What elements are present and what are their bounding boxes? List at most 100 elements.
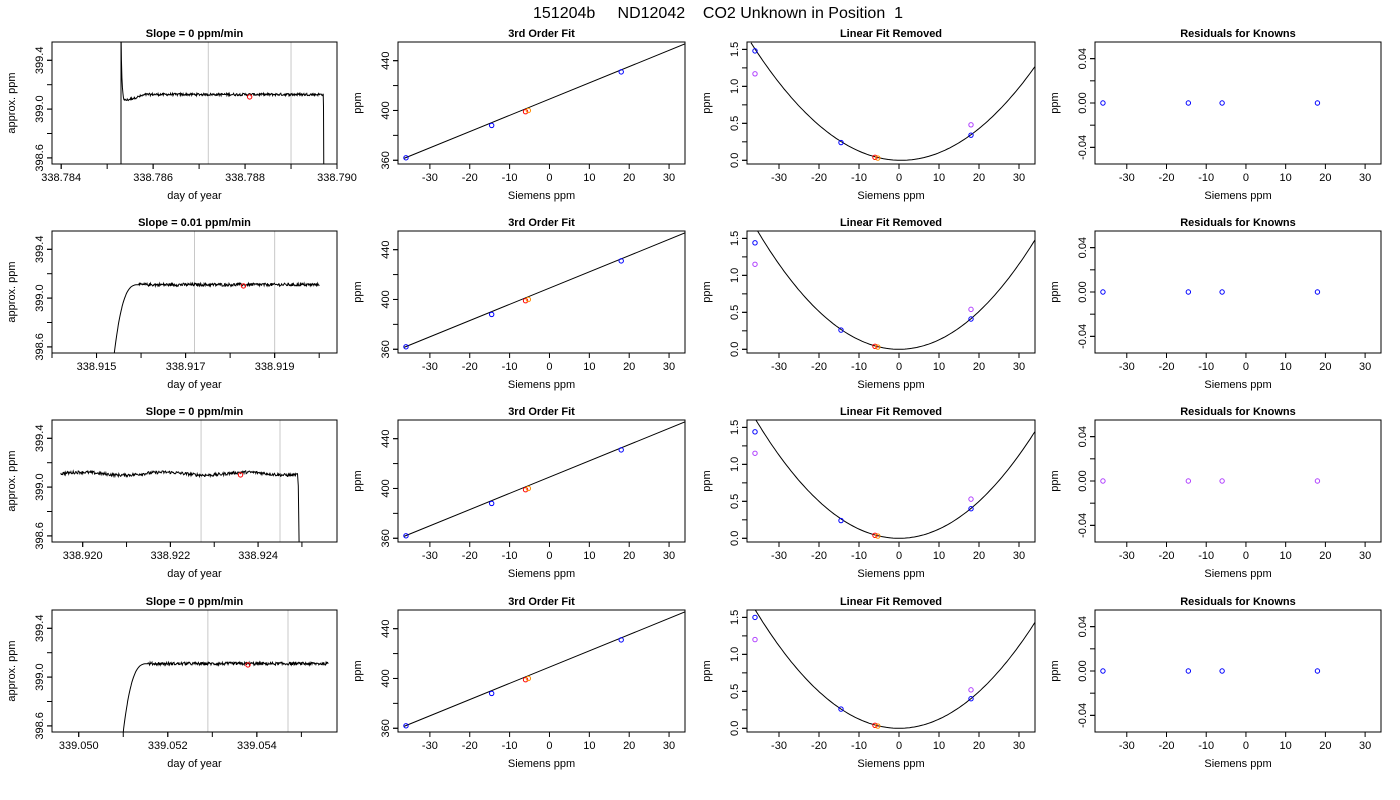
panel-title: Residuals for Knowns bbox=[1180, 217, 1296, 229]
x-axis-label: Siemens ppm bbox=[1204, 379, 1271, 391]
y-tick-label: 440 bbox=[380, 51, 392, 69]
data-point bbox=[752, 614, 758, 621]
data-point bbox=[1185, 289, 1192, 295]
y-tick-label: 1.5 bbox=[729, 610, 741, 625]
data-point bbox=[1100, 289, 1106, 295]
x-tick-label: 338.784 bbox=[41, 172, 81, 184]
data-point bbox=[838, 139, 844, 146]
y-axis-label: ppm bbox=[701, 470, 713, 491]
data-point bbox=[968, 316, 974, 322]
y-tick-label: 400 bbox=[380, 479, 392, 497]
x-tick-label: 10 bbox=[933, 172, 945, 184]
plot-frame bbox=[397, 230, 686, 354]
plot-area bbox=[752, 610, 1035, 729]
data-point bbox=[403, 344, 409, 350]
x-tick-label: -10 bbox=[851, 172, 867, 184]
x-tick-label: 10 bbox=[933, 550, 945, 562]
data-point bbox=[525, 485, 532, 492]
y-tick-label: 399.4 bbox=[34, 615, 46, 643]
plot-area bbox=[113, 231, 320, 353]
y-tick-label: -0.04 bbox=[1077, 135, 1089, 160]
x-tick-label: -10 bbox=[1198, 740, 1214, 752]
trace-line bbox=[60, 469, 300, 542]
y-tick-label: 0.5 bbox=[729, 305, 741, 320]
x-tick-label: -30 bbox=[1119, 172, 1135, 184]
panel-title: 3rd Order Fit bbox=[508, 217, 575, 229]
panel-title: 3rd Order Fit bbox=[508, 28, 575, 40]
plot-frame bbox=[397, 419, 686, 543]
x-tick-label: -20 bbox=[811, 550, 827, 562]
x-axis-label: day of year bbox=[167, 758, 222, 770]
fit-line bbox=[403, 421, 685, 537]
plot-frame bbox=[1094, 230, 1382, 354]
data-point bbox=[488, 500, 495, 507]
data-point bbox=[488, 690, 495, 697]
x-tick-label: 10 bbox=[1280, 740, 1292, 752]
data-point bbox=[752, 240, 758, 246]
data-point bbox=[1100, 100, 1106, 106]
panel-r2-c2: 3rd Order Fit -30 -20 -10 0 10 20 30 360 400 440 Si… bbox=[352, 217, 686, 391]
panel-title: Slope = 0 ppm/min bbox=[146, 28, 244, 40]
y-tick-label: 0.00 bbox=[1077, 470, 1089, 491]
y-tick-label: 360 bbox=[380, 719, 392, 737]
x-tick-label: -30 bbox=[771, 550, 787, 562]
plot-area bbox=[752, 231, 1035, 350]
data-point bbox=[752, 429, 758, 435]
x-tick-label: 20 bbox=[1319, 550, 1331, 562]
panel-title: 3rd Order Fit bbox=[508, 406, 575, 418]
panel-r4-c1: Slope = 0 ppm/min 339.050 339.052 339.054 39… bbox=[6, 596, 338, 770]
data-point bbox=[838, 517, 844, 524]
x-axis-label: Siemens ppm bbox=[857, 758, 924, 770]
x-tick-label: -10 bbox=[502, 740, 518, 752]
x-tick-label: -10 bbox=[1198, 550, 1214, 562]
plot-area bbox=[122, 610, 329, 732]
x-tick-label: 10 bbox=[933, 361, 945, 373]
x-tick-label: 30 bbox=[1359, 361, 1371, 373]
x-tick-label: 0 bbox=[546, 550, 552, 562]
x-tick-label: 338.922 bbox=[151, 550, 191, 562]
panel-r1-c1: Slope = 0 ppm/min 338.784 338.786 338.788 33… bbox=[6, 28, 357, 202]
data-point bbox=[968, 687, 974, 693]
y-tick-label: 1.0 bbox=[729, 79, 741, 94]
panel-r3-c4: Residuals for Knowns -30 -20 -10 0 10 20 30 -0.0… bbox=[1049, 406, 1382, 580]
y-axis-label: ppm bbox=[352, 470, 364, 491]
x-tick-label: 338.920 bbox=[63, 550, 103, 562]
x-tick-label: 0 bbox=[546, 172, 552, 184]
x-axis-label: Siemens ppm bbox=[508, 190, 575, 202]
data-point bbox=[1219, 668, 1225, 674]
x-tick-label: -10 bbox=[1198, 361, 1214, 373]
x-axis-label: Siemens ppm bbox=[1204, 190, 1271, 202]
x-axis-label: Siemens ppm bbox=[857, 568, 924, 580]
data-point bbox=[618, 69, 624, 75]
x-tick-label: -20 bbox=[1159, 740, 1175, 752]
x-tick-label: 20 bbox=[623, 172, 635, 184]
y-tick-label: 399.0 bbox=[34, 663, 46, 691]
y-tick-label: 1.0 bbox=[729, 647, 741, 662]
y-tick-label: 360 bbox=[380, 151, 392, 169]
plot-frame bbox=[746, 609, 1036, 733]
data-point bbox=[752, 636, 758, 643]
plot-area bbox=[1100, 668, 1321, 674]
data-point bbox=[752, 71, 758, 77]
marker-point bbox=[245, 662, 251, 668]
x-axis-label: Siemens ppm bbox=[857, 190, 924, 202]
plot-frame bbox=[746, 41, 1036, 165]
data-point bbox=[525, 296, 532, 303]
y-tick-label: 398.6 bbox=[34, 333, 46, 361]
x-tick-label: -20 bbox=[811, 361, 827, 373]
x-tick-label: 30 bbox=[663, 550, 675, 562]
plot-area bbox=[1100, 100, 1321, 106]
panel-title: Residuals for Knowns bbox=[1180, 596, 1296, 608]
data-point bbox=[1219, 289, 1225, 295]
marker-point bbox=[237, 472, 244, 478]
panel-title: Linear Fit Removed bbox=[840, 596, 942, 608]
y-axis-label: ppm bbox=[701, 92, 713, 113]
y-tick-label: 399.0 bbox=[34, 95, 46, 123]
residual-curve bbox=[750, 42, 1035, 161]
x-tick-label: 10 bbox=[1280, 361, 1292, 373]
y-tick-label: 1.5 bbox=[729, 42, 741, 57]
plot-area bbox=[403, 611, 685, 729]
data-point bbox=[968, 696, 974, 702]
x-tick-label: 20 bbox=[623, 550, 635, 562]
data-point bbox=[752, 261, 758, 267]
